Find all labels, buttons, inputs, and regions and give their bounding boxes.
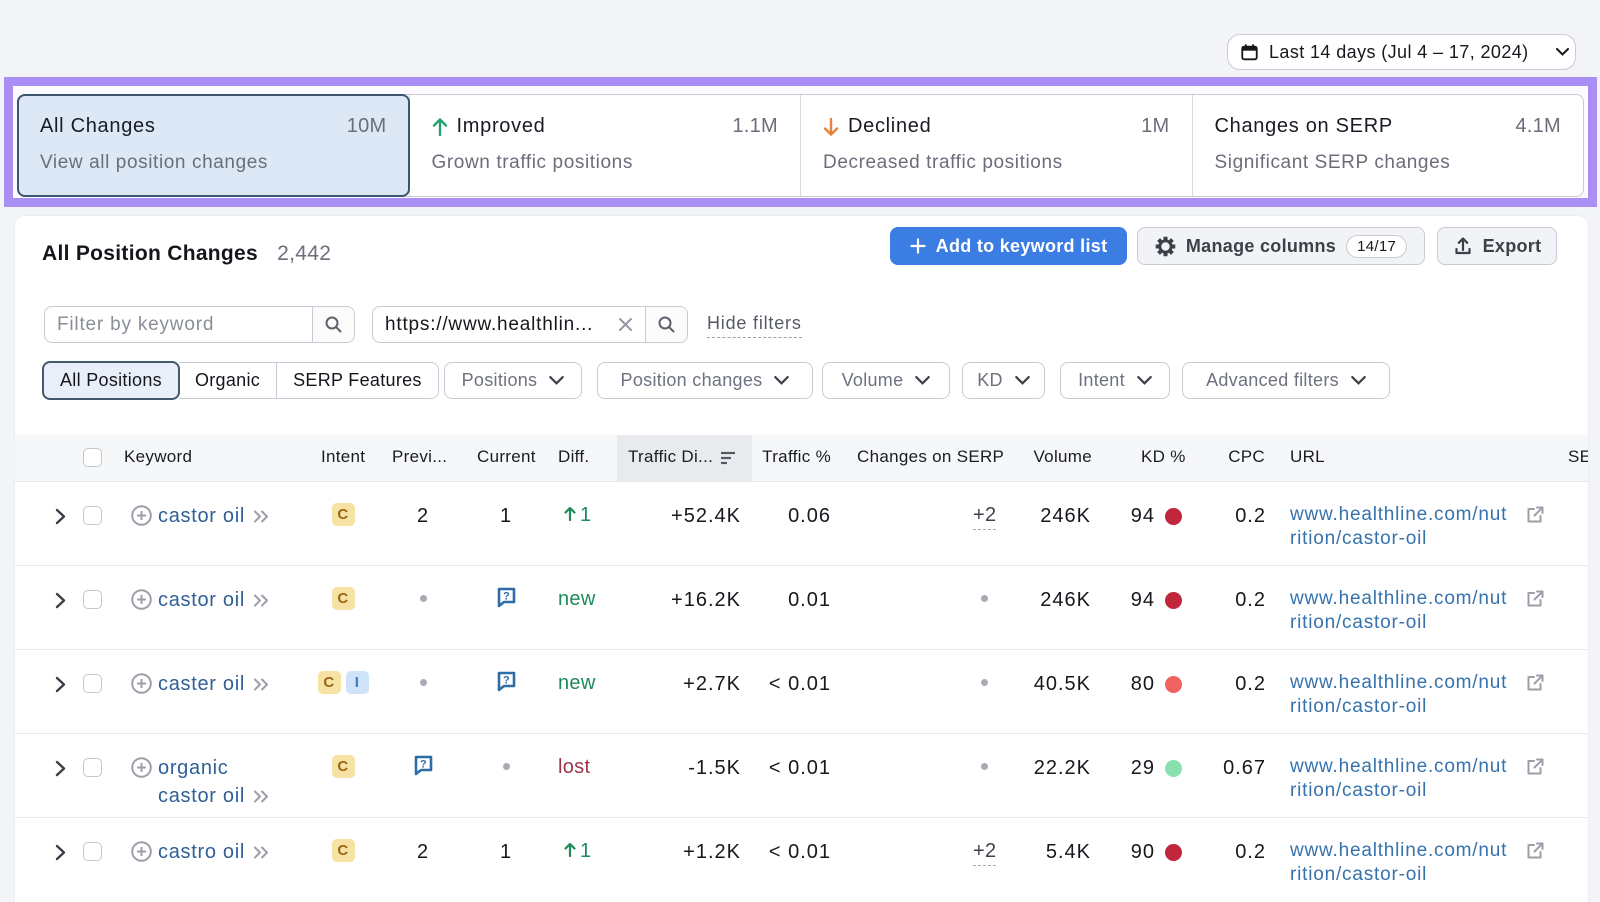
svg-text:?: ? xyxy=(503,591,510,603)
svg-text:?: ? xyxy=(420,759,427,771)
svg-text:?: ? xyxy=(503,675,510,687)
